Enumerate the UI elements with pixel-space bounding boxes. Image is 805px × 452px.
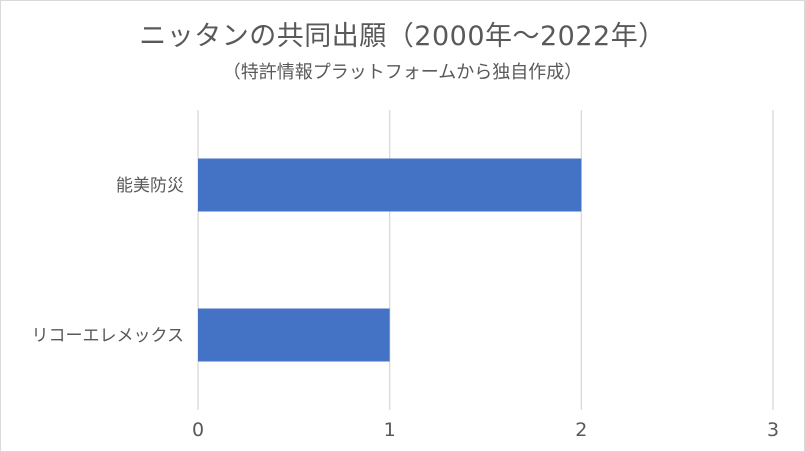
x-tick-labels: 0 1 2 3	[192, 419, 779, 441]
x-tick-label-0: 0	[192, 419, 204, 441]
bars	[198, 158, 582, 362]
category-label-1: リコーエレメックス	[32, 326, 185, 346]
chart-subtitle: （特許情報プラットフォームから独自作成）	[222, 62, 583, 83]
x-tick-label-3: 3	[767, 419, 779, 441]
chart-title: ニッタンの共同出願（2000年〜2022年）	[139, 21, 666, 52]
bar-1	[198, 308, 390, 362]
x-tick-label-1: 1	[384, 419, 396, 441]
category-label-0: 能美防災	[116, 176, 184, 196]
x-tick-label-2: 2	[575, 419, 587, 441]
bar-0	[198, 158, 582, 212]
grid-lines	[197, 110, 774, 410]
